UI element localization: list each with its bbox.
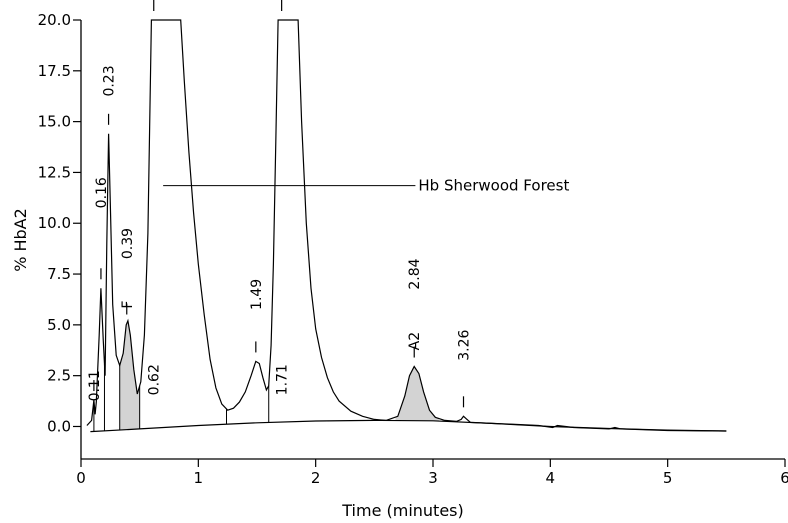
retention-time-label: 0.23 [102,65,118,96]
peak-labels: 0.11 0.16 0.23 0.39 0.62 1.49 1.71 2.84 3.26 F A2 [87,65,473,401]
y-tick-label: 12.5 [38,163,71,181]
retention-time-label: 0.16 [94,177,110,208]
peak-markers [93,0,465,432]
peak-f-area [119,321,140,430]
x-tick-label: 5 [663,469,673,487]
y-tick-label: 0.0 [47,417,71,435]
retention-time-label: 1.71 [275,364,291,395]
x-axis-title: Time (minutes) [341,501,464,520]
x-tick-label: 0 [76,469,86,487]
y-tick-label: 15.0 [38,113,71,131]
annotation-label: Hb Sherwood Forest [418,177,569,195]
x-tick-label: 4 [546,469,556,487]
y-tick-label: 17.5 [38,62,71,80]
retention-time-label: 3.26 [457,330,473,361]
peak-name-label: A2 [407,332,423,350]
y-tick-label: 2.5 [47,367,71,385]
retention-time-label: 1.49 [249,279,265,310]
annotations: Hb Sherwood Forest [163,177,569,195]
x-tick-label: 1 [194,469,204,487]
data-series [86,19,727,433]
retention-time-label: 0.11 [87,370,103,401]
y-axis-title: % HbA2 [11,208,30,272]
retention-time-label: 0.62 [147,364,163,395]
y-tick-label: 20.0 [38,11,71,29]
axes [80,20,785,460]
retention-time-label: 0.39 [120,228,136,259]
x-tick-label: 6 [780,469,788,487]
y-tick-label: 10.0 [38,214,71,232]
y-tick-label: 7.5 [47,265,71,283]
baseline-line [90,419,727,433]
signal-line [86,19,727,432]
peak-name-label: F [120,301,136,309]
axis-ticks: 0.0 2.5 5.0 7.5 10.0 12.5 15.0 17.5 20.0 0 1 2 3 4 5 6 [38,11,788,487]
y-tick-label: 5.0 [47,316,71,334]
x-tick-label: 2 [311,469,321,487]
retention-time-label: 2.84 [407,258,423,289]
x-tick-label: 3 [428,469,438,487]
